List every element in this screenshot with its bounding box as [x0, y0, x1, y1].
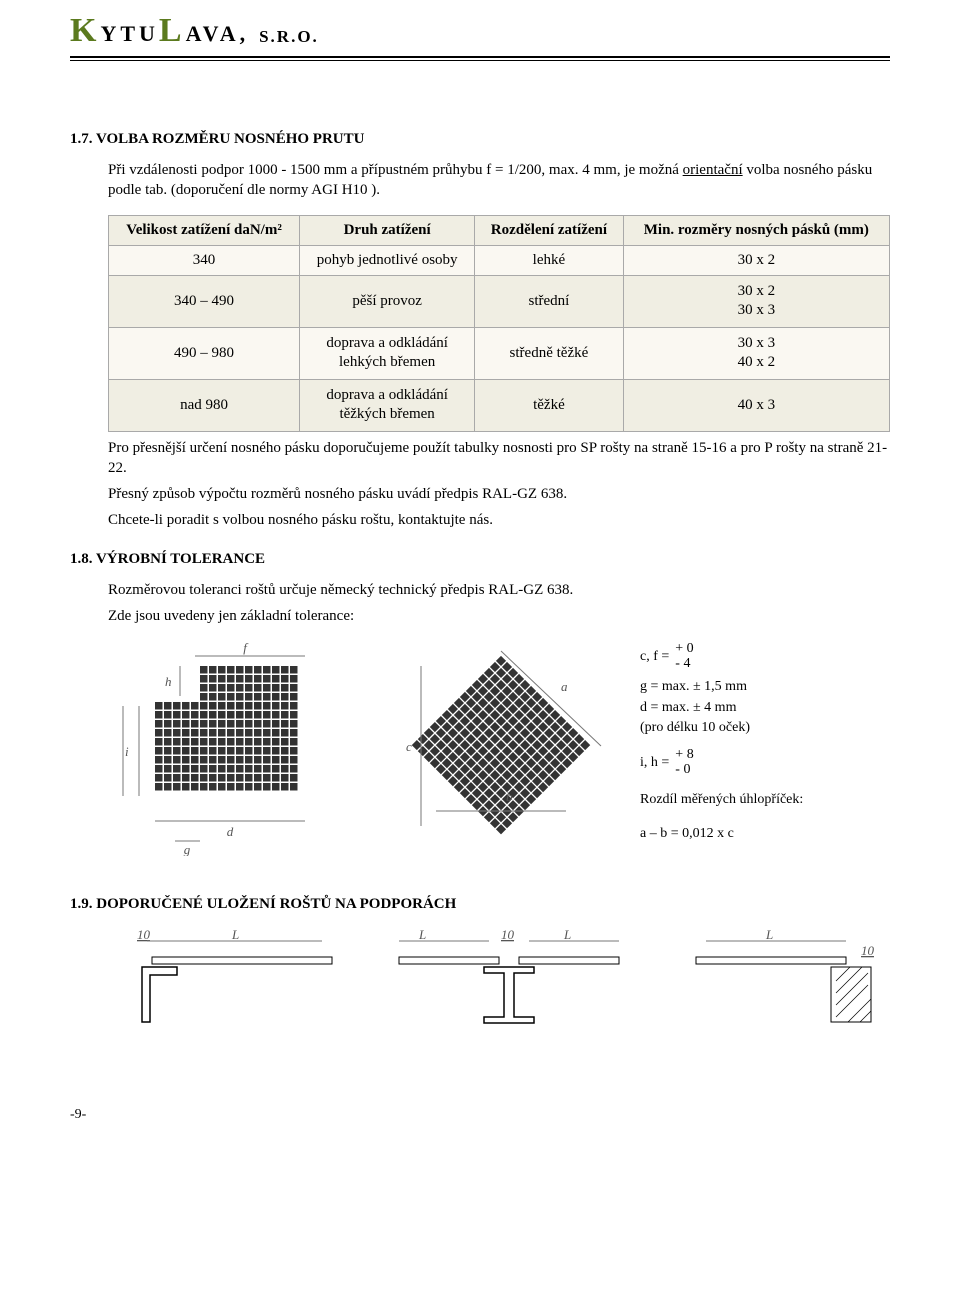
- logo-suffix: S.R.O.: [259, 27, 319, 50]
- svg-text:L: L: [563, 927, 571, 942]
- th-min-dim: Min. rozměry nosných pásků (mm): [623, 215, 889, 245]
- svg-text:d: d: [227, 824, 234, 839]
- support-diagram-l: 10 L: [112, 927, 352, 1037]
- th-load-size: Velikost zatížení daN/m²: [109, 215, 300, 245]
- svg-text:g: g: [184, 842, 191, 856]
- page-number: -9-: [70, 1107, 960, 1123]
- support-diagram-concrete: L 10: [676, 927, 886, 1037]
- support-diagram-i: L 10 L: [389, 927, 639, 1037]
- page-content: 1.7. VOLBA ROZMĚRU NOSNÉHO PRUTU Při vzd…: [0, 81, 960, 1037]
- tolerance-values: c, f = + 0- 4 g = max. ± 1,5 mm d = max.…: [640, 636, 890, 856]
- company-logo: KYTULAVA, S.R.O.: [70, 12, 960, 50]
- svg-text:b: b: [506, 789, 513, 804]
- header-rule-thin: [70, 60, 890, 61]
- s17-intro: Při vzdálenosti podpor 1000 - 1500 mm a …: [108, 160, 890, 201]
- s17-p3: Přesný způsob výpočtu rozměrů nosného pá…: [108, 484, 890, 504]
- tolerance-diagram-2: a c b: [374, 636, 628, 856]
- load-table: Velikost zatížení daN/m² Druh zatížení R…: [108, 215, 890, 432]
- table-row: 340 – 490 pěší provoz střední 30 x 230 x…: [109, 275, 890, 327]
- s17-p4: Chcete-li poradit s volbou nosného pásku…: [108, 510, 890, 530]
- support-diagrams: 10 L L 10 L: [108, 927, 890, 1037]
- section-1-8-heading: 1.8. VÝROBNÍ TOLERANCE: [70, 551, 890, 568]
- page-header: KYTULAVA, S.R.O.: [0, 0, 960, 52]
- svg-text:f: f: [243, 640, 249, 655]
- table-row: 490 – 980 doprava a odkládánílehkých bře…: [109, 327, 890, 379]
- svg-text:h: h: [165, 674, 172, 689]
- s17-p2: Pro přesnější určení nosného pásku dopor…: [108, 438, 890, 479]
- svg-text:10: 10: [501, 927, 515, 942]
- svg-text:i: i: [125, 744, 129, 759]
- table-row: nad 980 doprava a odkládánítěžkých břeme…: [109, 379, 890, 431]
- svg-text:10: 10: [861, 943, 875, 958]
- svg-text:L: L: [418, 927, 426, 942]
- tolerance-diagram-1: f h i c d g: [108, 636, 362, 856]
- logo-part-ytu: YTU: [100, 21, 158, 46]
- section-1-9-heading: 1.9. DOPORUČENÉ ULOŽENÍ ROŠTŮ NA PODPORÁ…: [70, 896, 890, 913]
- svg-text:L: L: [231, 927, 239, 942]
- logo-letter-l: L: [159, 12, 186, 49]
- th-load-type: Druh zatížení: [300, 215, 475, 245]
- svg-text:c: c: [406, 739, 412, 754]
- section-1-7-heading: 1.7. VOLBA ROZMĚRU NOSNÉHO PRUTU: [70, 131, 890, 148]
- s18-p1: Rozměrovou toleranci roštů určuje německ…: [108, 580, 890, 600]
- header-rule-thick: [70, 56, 890, 58]
- table-row: 340 pohyb jednotlivé osoby lehké 30 x 2: [109, 245, 890, 275]
- logo-letter-k: K: [70, 12, 100, 49]
- logo-part-ava: AVA,: [186, 21, 250, 46]
- svg-text:10: 10: [137, 927, 151, 942]
- svg-text:L: L: [765, 927, 773, 942]
- th-load-dist: Rozdělení zatížení: [475, 215, 623, 245]
- s18-p2: Zde jsou uvedeny jen základní tolerance:: [108, 606, 890, 626]
- svg-text:a: a: [561, 679, 568, 694]
